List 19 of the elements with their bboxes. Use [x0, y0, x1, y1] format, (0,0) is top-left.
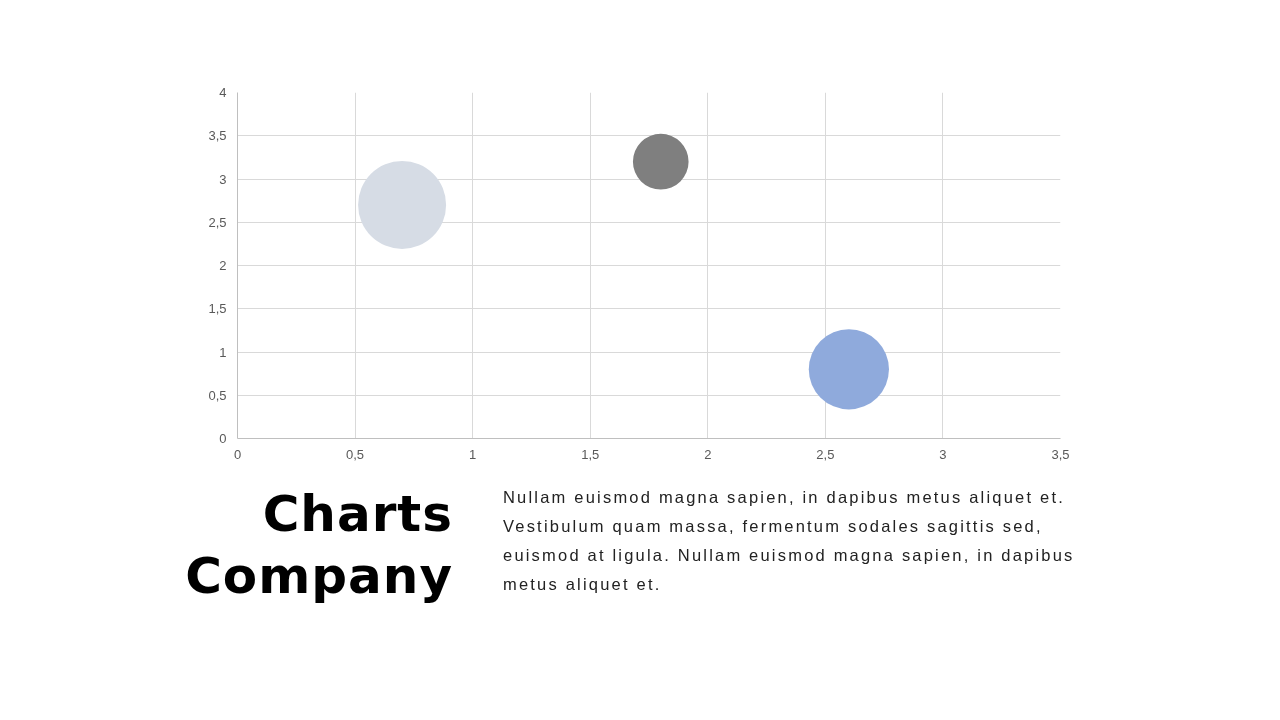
y-tick-label: 2,5: [208, 214, 227, 230]
x-tick-label: 3,5: [1051, 446, 1070, 462]
y-tick-label: 3,5: [208, 128, 227, 144]
x-tick-label: 1,5: [581, 446, 600, 462]
x-tick-label: 2: [704, 446, 712, 462]
x-tick-label: 0: [233, 446, 242, 462]
y-tick-label: 1,5: [208, 301, 227, 317]
y-tick-label: 2: [219, 258, 227, 273]
y-tick-label: 1: [219, 344, 227, 360]
text: Nullam euismod magna sapien, in dapibus metus aliquet et. Vestibulum quam massa, fermentum sodales sagittis sed, euismod at ligula. Nullam euismod magna sapien, in dapibus metus aliquet et.: [503, 487, 1076, 595]
text: Charts Company: [184, 484, 453, 607]
y-tick-label: 0: [219, 431, 227, 446]
y-tick-label: 3: [219, 171, 227, 187]
y-tick-label: 0,5: [208, 387, 227, 403]
x-tick-label: 2,5: [816, 446, 835, 462]
x-tick-label: 3: [939, 446, 947, 462]
x-tick-label: 1: [469, 446, 477, 462]
y-tick-label: 4: [219, 85, 227, 100]
x-tick-label: 0,5: [346, 446, 365, 462]
